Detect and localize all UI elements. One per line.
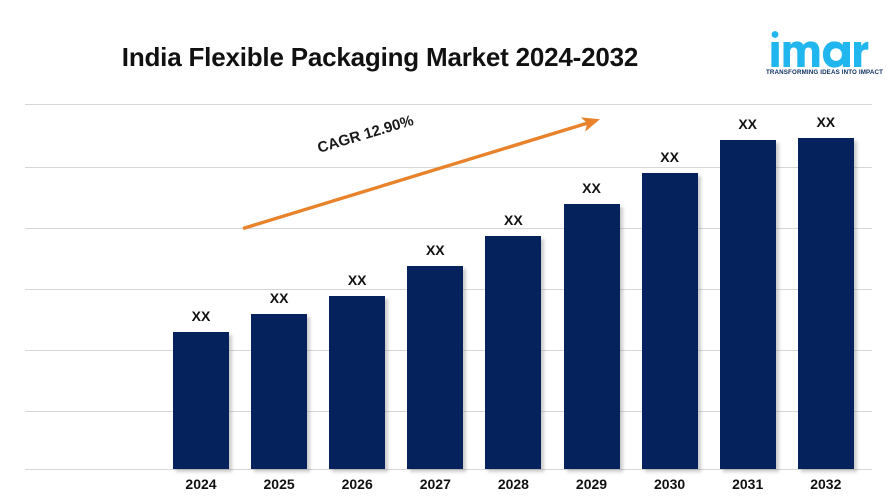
bar-value-label-2028: XX <box>504 211 523 228</box>
bar-value-label-2032: XX <box>816 113 836 130</box>
page-title: India Flexible Packaging Market 2024-203… <box>121 42 639 72</box>
bar-2026[interactable] <box>329 296 386 469</box>
bar-2027[interactable] <box>407 265 464 469</box>
x-tick-2032: 2032 <box>810 476 842 492</box>
bar-2030[interactable] <box>641 172 698 469</box>
bar-value-label-2029: XX <box>582 179 601 196</box>
bar-value-label-2024: XX <box>191 308 211 325</box>
gridline <box>25 104 872 105</box>
imarc-logo: imarc TRANSFORMING IDEAS INTO IMPACT <box>765 28 883 80</box>
bar-value-label-2027: XX <box>425 241 445 258</box>
bar-2031[interactable] <box>719 140 776 469</box>
imarc-tagline: TRANSFORMING IDEAS INTO IMPACT <box>766 69 884 76</box>
bar-2025[interactable] <box>251 314 308 469</box>
imarc-logo-icon <box>771 31 869 68</box>
x-axis-baseline <box>25 469 872 470</box>
bar-2032[interactable] <box>797 137 854 469</box>
x-tick-2030: 2030 <box>654 476 686 492</box>
x-tick-2029: 2029 <box>575 476 608 492</box>
bar-value-label-2025: XX <box>269 290 289 307</box>
bar-value-label-2031: XX <box>738 116 758 132</box>
bar-2024[interactable] <box>173 332 229 469</box>
bar-value-label-2030: XX <box>660 148 679 165</box>
bar-2029[interactable] <box>563 203 620 469</box>
x-tick-2026: 2026 <box>341 476 373 492</box>
bar-2028[interactable] <box>485 235 542 469</box>
x-tick-2031: 2031 <box>732 476 764 492</box>
x-tick-2025: 2025 <box>263 476 295 492</box>
bar-value-label-2026: XX <box>347 272 367 289</box>
x-tick-2028: 2028 <box>497 476 529 492</box>
x-tick-2027: 2027 <box>419 476 451 492</box>
x-tick-2024: 2024 <box>185 476 217 492</box>
